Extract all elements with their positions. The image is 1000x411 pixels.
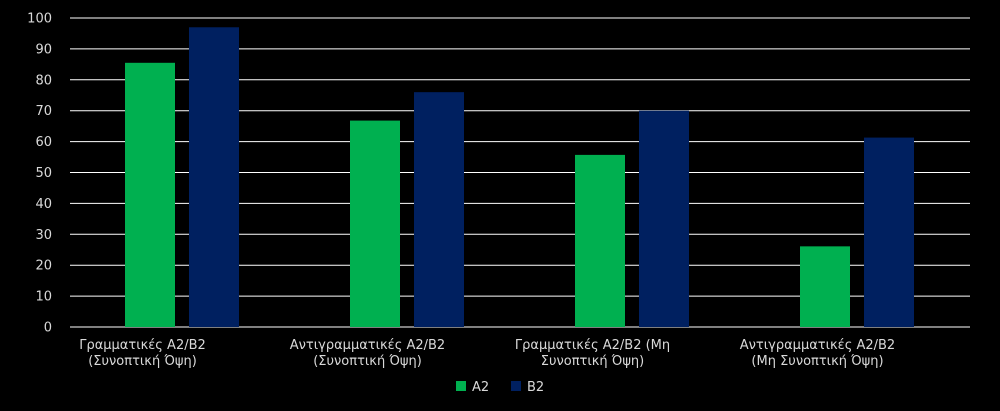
bar-a2-1 [125, 62, 175, 328]
legend-swatch-a2 [456, 381, 466, 391]
y-tick-label: 10 [35, 290, 52, 305]
bar-b2-3 [639, 110, 689, 327]
category-label: Αντιγραμματικές Α2/Β2 [290, 338, 445, 353]
bar-b2-4 [864, 137, 914, 327]
y-axis-ticks: 0 10 20 30 40 50 60 70 80 90 100 [27, 12, 52, 336]
y-tick-label: 80 [35, 73, 52, 88]
category-label: Αντιγραμματικές Α2/Β2 [740, 338, 895, 353]
y-tick-label: 40 [35, 197, 52, 212]
bar-a2-2 [350, 120, 400, 327]
bar-a2-3 [575, 154, 625, 327]
category-label: Γραμματικές Α2/Β2 (Μη [515, 338, 670, 353]
y-tick-label: 50 [35, 166, 52, 181]
legend-label-b2: B2 [527, 380, 544, 395]
category-label: (Συνοπτική Όψη) [313, 354, 422, 369]
category-label: (Συνοπτική Όψη) [88, 354, 197, 369]
category-label: (Μη Συνοπτική Όψη) [751, 354, 883, 369]
bars [125, 27, 914, 328]
legend-label-a2: A2 [472, 380, 489, 395]
y-tick-label: 0 [44, 321, 52, 336]
bar-b2-2 [414, 92, 464, 327]
y-tick-label: 100 [27, 12, 52, 27]
bar-a2-4 [800, 246, 850, 327]
legend: A2 B2 [456, 380, 544, 395]
legend-swatch-b2 [511, 381, 521, 391]
category-label: Συνοπτική Όψη) [541, 354, 645, 369]
y-tick-label: 30 [35, 228, 52, 243]
bar-b2-1 [189, 27, 239, 328]
y-tick-label: 20 [35, 259, 52, 274]
y-tick-label: 70 [35, 104, 52, 119]
x-axis-categories: Γραμματικές Α2/Β2(Συνοπτική Όψη)Αντιγραμ… [79, 338, 895, 369]
y-tick-label: 60 [35, 135, 52, 150]
y-tick-label: 90 [35, 42, 52, 57]
category-label: Γραμματικές Α2/Β2 [79, 338, 206, 353]
